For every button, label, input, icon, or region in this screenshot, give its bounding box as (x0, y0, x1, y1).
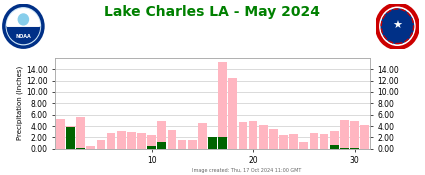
Bar (218, 137, 227, 149)
Bar (350, 121, 359, 149)
Bar (350, 148, 359, 149)
Bar (330, 145, 339, 149)
Bar (147, 146, 156, 149)
Bar (178, 140, 187, 149)
Bar (238, 122, 247, 149)
Bar (310, 133, 318, 149)
Bar (320, 134, 329, 149)
Bar (340, 120, 348, 149)
Text: Image created: Thu, 17 Oct 2024 11:00 GMT: Image created: Thu, 17 Oct 2024 11:00 GM… (192, 168, 301, 173)
Bar (360, 125, 369, 149)
Bar (259, 125, 267, 149)
Bar (208, 137, 217, 149)
Circle shape (4, 5, 43, 47)
Bar (188, 140, 196, 149)
Bar (127, 132, 136, 149)
Bar (218, 62, 227, 149)
Circle shape (18, 14, 28, 25)
Bar (117, 131, 125, 149)
Bar (137, 133, 146, 149)
Y-axis label: Precipitation (Inches): Precipitation (Inches) (17, 66, 23, 140)
Bar (340, 148, 348, 149)
Bar (157, 121, 166, 149)
Bar (249, 121, 258, 149)
Text: ★: ★ (392, 21, 402, 31)
Bar (76, 148, 85, 149)
Bar (289, 134, 298, 149)
Text: Lake Charles LA - May 2024: Lake Charles LA - May 2024 (105, 5, 320, 19)
Bar (208, 137, 217, 149)
Bar (300, 142, 308, 149)
Bar (66, 127, 75, 149)
Bar (330, 131, 339, 149)
Bar (147, 135, 156, 149)
Wedge shape (7, 26, 40, 44)
Bar (167, 130, 176, 149)
Bar (96, 140, 105, 149)
Bar (76, 117, 85, 149)
Bar (86, 146, 95, 149)
Bar (269, 129, 278, 149)
Text: NOAA: NOAA (15, 34, 31, 39)
Circle shape (381, 9, 414, 44)
Bar (229, 78, 237, 149)
Bar (107, 133, 115, 149)
Bar (157, 142, 166, 149)
Circle shape (377, 4, 418, 48)
Bar (279, 135, 288, 149)
Circle shape (3, 4, 44, 48)
Bar (56, 119, 65, 149)
Bar (66, 126, 75, 149)
Wedge shape (7, 9, 40, 26)
Bar (198, 123, 207, 149)
